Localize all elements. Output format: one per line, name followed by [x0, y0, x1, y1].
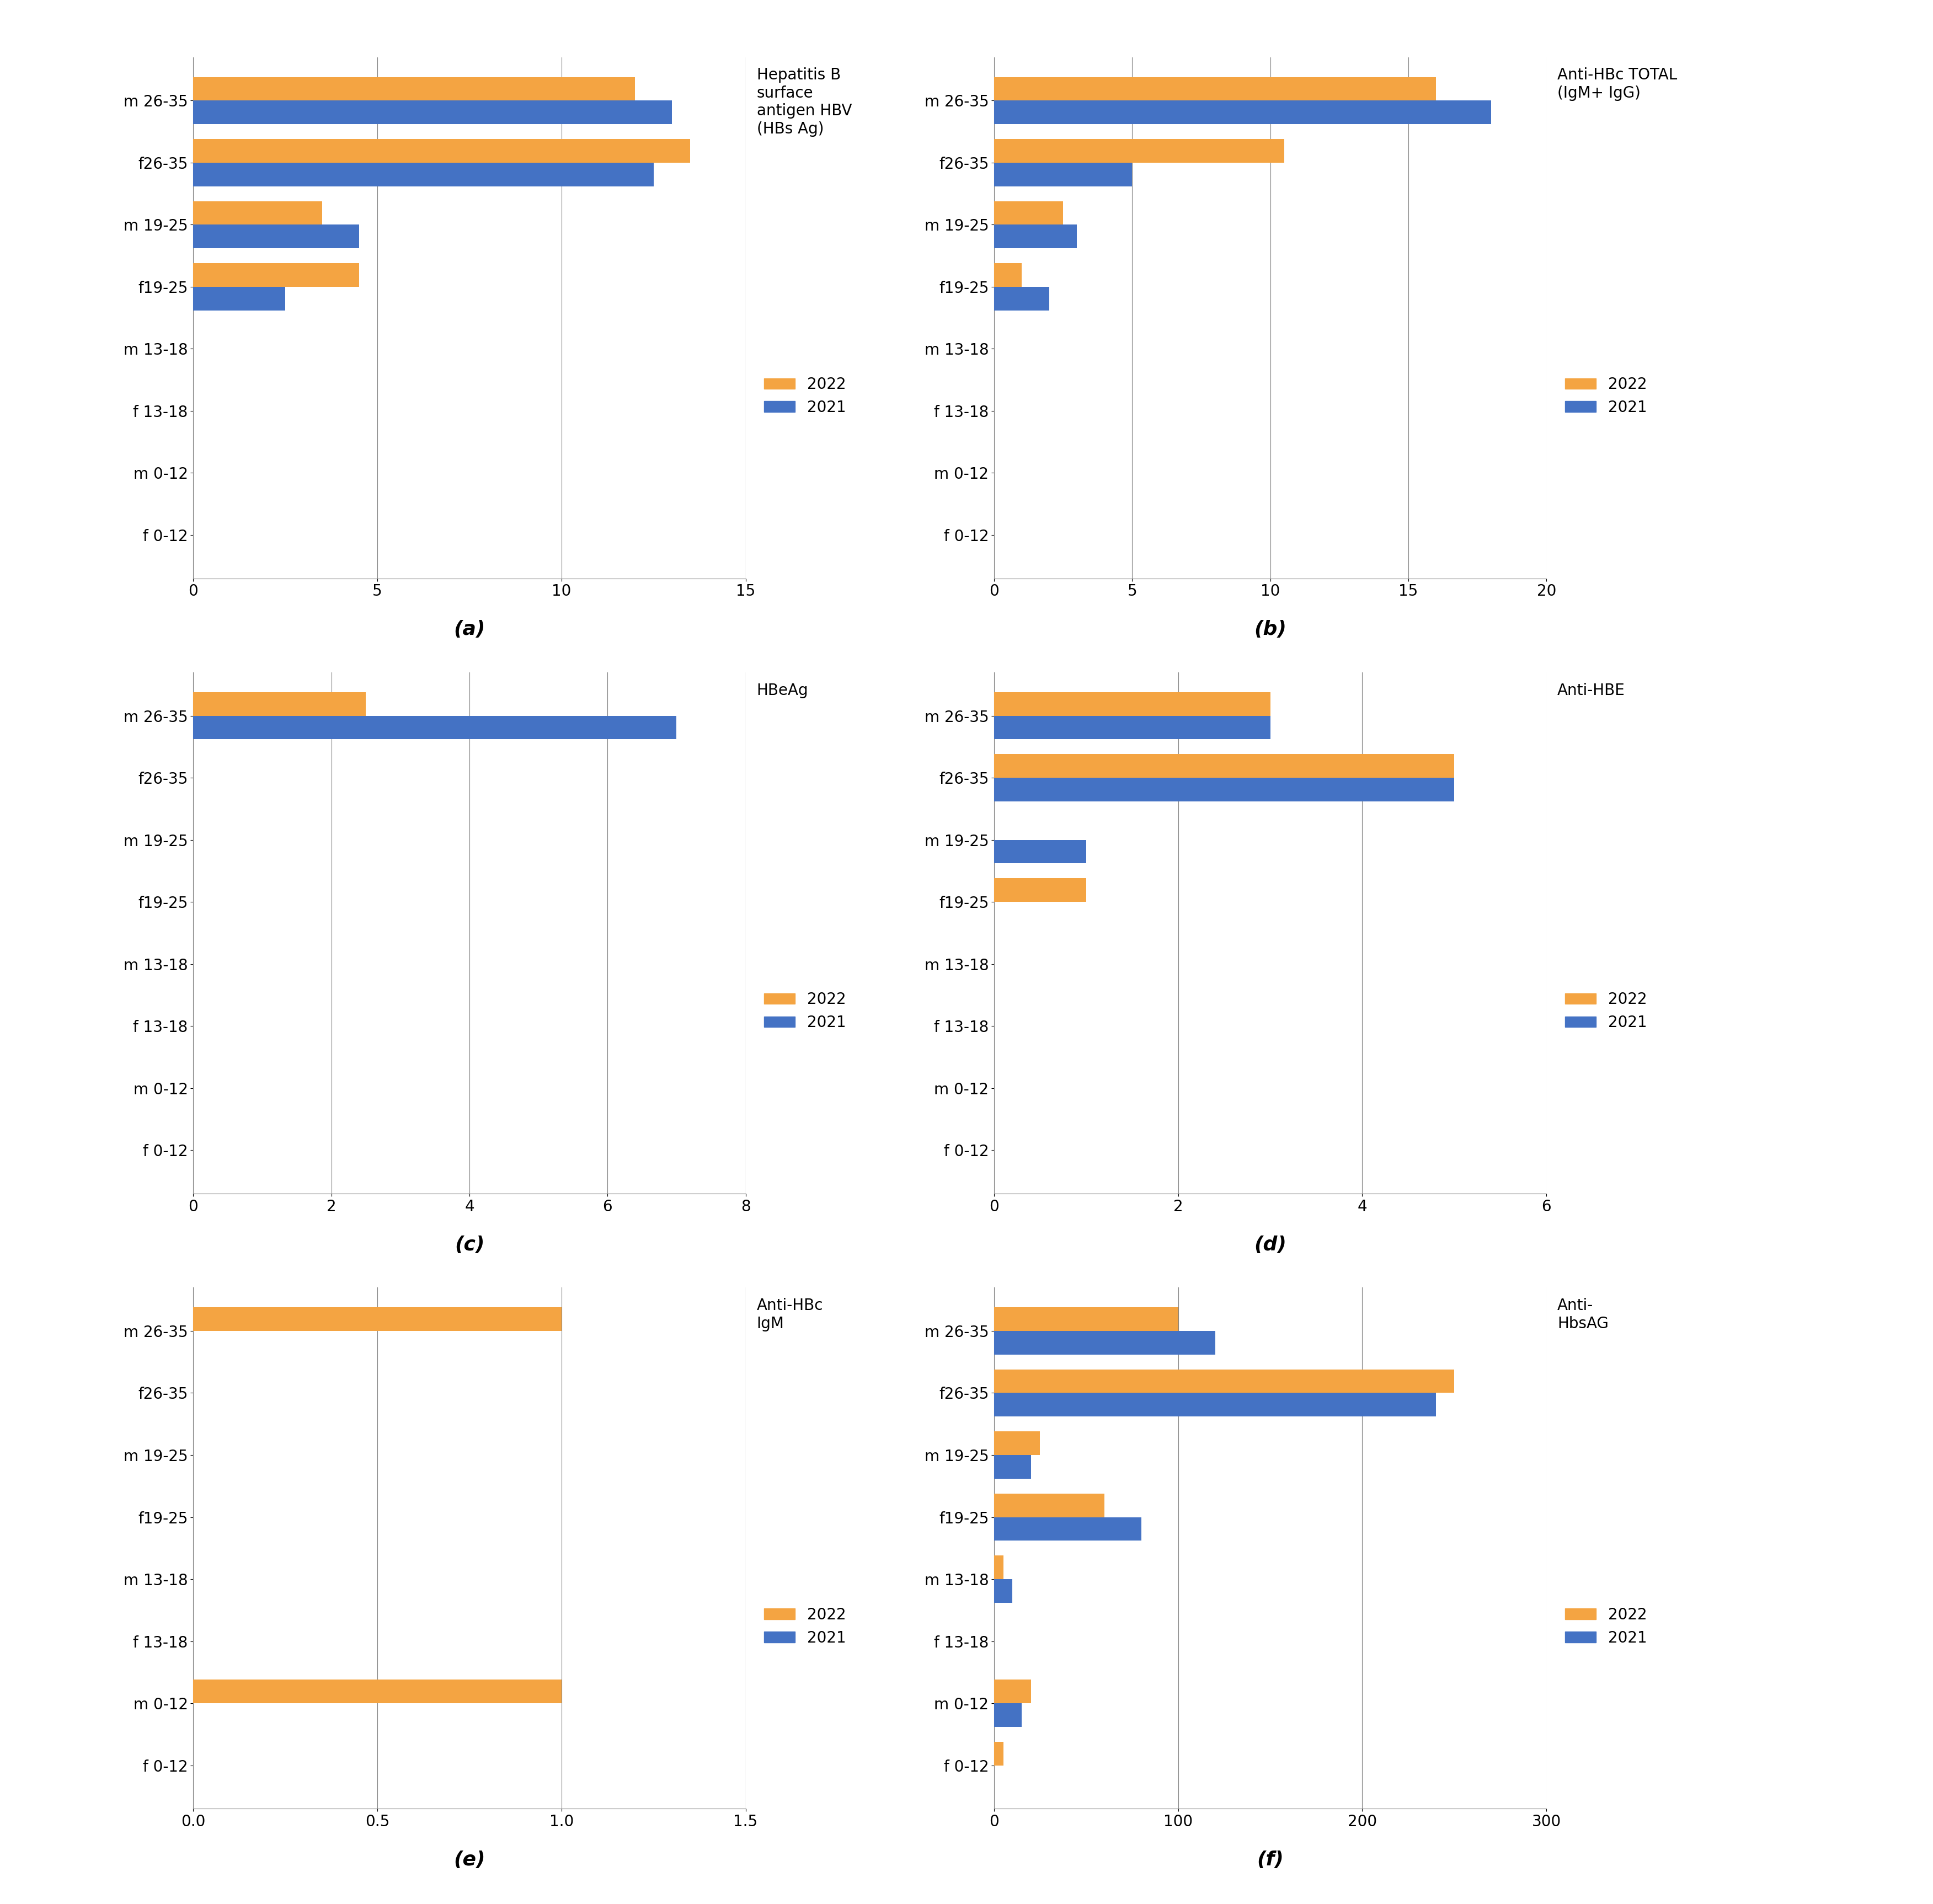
Bar [994, 1308, 1179, 1331]
Bar [994, 1704, 1023, 1727]
Bar [994, 139, 1284, 162]
Text: (e): (e) [454, 1851, 485, 1870]
Bar [994, 1455, 1030, 1479]
Bar [193, 76, 636, 101]
Bar [193, 263, 360, 288]
Text: (b): (b) [1255, 621, 1287, 640]
Bar [994, 878, 1086, 902]
Legend: 2022, 2021: 2022, 2021 [1566, 992, 1647, 1030]
Bar [994, 1432, 1040, 1455]
Bar [994, 1331, 1216, 1354]
Text: (f): (f) [1256, 1851, 1284, 1870]
Bar [994, 1394, 1436, 1417]
Bar [994, 76, 1436, 101]
Bar [994, 1517, 1140, 1540]
Bar [994, 1493, 1104, 1517]
Bar [994, 263, 1023, 288]
Legend: 2022, 2021: 2022, 2021 [764, 992, 847, 1030]
Bar [994, 202, 1063, 225]
Bar [193, 162, 653, 187]
Bar [994, 162, 1133, 187]
Text: Anti-HBc
IgM: Anti-HBc IgM [756, 1299, 823, 1331]
Legend: 2022, 2021: 2022, 2021 [764, 377, 847, 415]
Text: (d): (d) [1255, 1236, 1287, 1255]
Bar [193, 693, 365, 716]
Bar [193, 1679, 561, 1704]
Bar [994, 288, 1050, 310]
Bar [193, 1308, 561, 1331]
Bar [994, 1369, 1454, 1394]
Bar [994, 716, 1270, 739]
Bar [994, 693, 1270, 716]
Text: Anti-HBc TOTAL
(IgM+ IgG): Anti-HBc TOTAL (IgM+ IgG) [1558, 67, 1678, 101]
Bar [994, 1679, 1030, 1704]
Legend: 2022, 2021: 2022, 2021 [764, 1607, 847, 1645]
Bar [994, 754, 1454, 779]
Legend: 2022, 2021: 2022, 2021 [1566, 1607, 1647, 1645]
Bar [193, 288, 286, 310]
Text: Hepatitis B
surface
antigen HBV
(HBs Ag): Hepatitis B surface antigen HBV (HBs Ag) [756, 67, 852, 137]
Bar [994, 1742, 1003, 1765]
Bar [193, 716, 677, 739]
Legend: 2022, 2021: 2022, 2021 [1566, 377, 1647, 415]
Text: Anti-HBE: Anti-HBE [1558, 684, 1626, 699]
Text: (c): (c) [454, 1236, 485, 1255]
Bar [994, 840, 1086, 863]
Text: HBeAg: HBeAg [756, 684, 808, 699]
Text: (a): (a) [454, 621, 485, 640]
Bar [994, 779, 1454, 802]
Bar [994, 1578, 1013, 1603]
Bar [193, 101, 673, 124]
Bar [994, 225, 1077, 248]
Bar [193, 225, 360, 248]
Bar [193, 202, 323, 225]
Bar [994, 101, 1490, 124]
Text: Anti-
HbsAG: Anti- HbsAG [1558, 1299, 1608, 1331]
Bar [994, 1556, 1003, 1578]
Bar [193, 139, 690, 162]
